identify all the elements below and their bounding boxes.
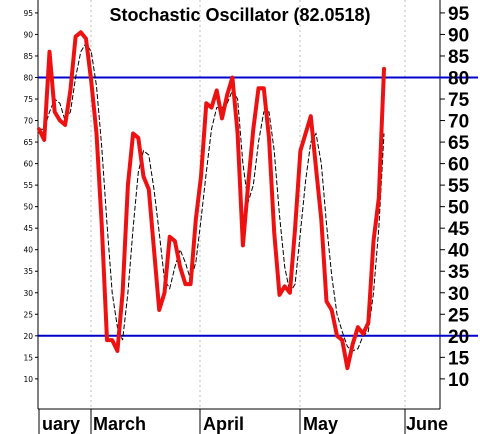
y-tick-label-right: 10 xyxy=(448,370,469,391)
y-tick-label-right: 90 xyxy=(448,25,469,46)
y-tick-label-left: 30 xyxy=(23,289,33,298)
y-tick-label-right: 35 xyxy=(448,262,470,283)
reference-lines xyxy=(38,76,478,337)
y-tick-label-left: 25 xyxy=(23,310,33,319)
axes xyxy=(35,0,445,434)
y-tick-label-left: 15 xyxy=(23,353,33,362)
y-tick-label-left: 40 xyxy=(23,246,33,255)
signal-line xyxy=(39,42,385,352)
y-tick-label-right: 60 xyxy=(448,155,469,176)
y-tick-label-right: 80 xyxy=(448,68,469,89)
y-tick-label-left: 85 xyxy=(23,52,33,61)
y-tick-label-left: 10 xyxy=(23,375,33,384)
y-tick-label-right: 45 xyxy=(448,219,470,240)
y-tick-label-right: 50 xyxy=(448,198,469,219)
stochastic-line xyxy=(37,30,386,371)
y-tick-label-right: 75 xyxy=(448,90,470,111)
y-tick-label-right: 70 xyxy=(448,112,469,133)
y-tick-label-left: 70 xyxy=(23,117,33,126)
y-tick-label-right: 95 xyxy=(448,4,470,25)
y-tick-label-right: 20 xyxy=(448,327,469,348)
grid-lines xyxy=(90,0,406,409)
x-tick-label: June xyxy=(406,414,448,434)
y-tick-label-left: 75 xyxy=(23,95,33,104)
x-tick-label: April xyxy=(203,414,244,434)
x-tick-label: May xyxy=(303,414,338,434)
y-tick-label-right: 25 xyxy=(448,305,470,326)
y-tick-label-left: 90 xyxy=(23,30,33,39)
y-tick-label-left: 20 xyxy=(23,332,33,341)
y-tick-label-right: 65 xyxy=(448,133,470,154)
y-tick-label-left: 80 xyxy=(23,73,33,82)
tick-labels: 1015202530354045505560657075808590951015… xyxy=(23,4,469,434)
y-tick-label-left: 60 xyxy=(23,160,33,169)
y-tick-label-left: 50 xyxy=(23,203,33,212)
y-tick-label-left: 35 xyxy=(23,267,33,276)
y-tick-label-right: 15 xyxy=(448,348,470,369)
y-tick-label-left: 95 xyxy=(23,9,33,18)
y-tick-label-left: 45 xyxy=(23,224,33,233)
y-tick-label-left: 55 xyxy=(23,181,33,190)
series-lines xyxy=(37,30,386,371)
x-tick-label: March xyxy=(93,414,146,434)
y-tick-label-right: 40 xyxy=(448,241,469,262)
y-tick-label-right: 30 xyxy=(448,284,469,305)
chart-title: Stochastic Oscillator (82.0518) xyxy=(109,5,370,25)
y-tick-label-right: 85 xyxy=(448,47,470,68)
y-tick-label-right: 55 xyxy=(448,176,470,197)
y-tick-label-left: 65 xyxy=(23,138,33,147)
x-tick-label: uary xyxy=(42,414,80,434)
